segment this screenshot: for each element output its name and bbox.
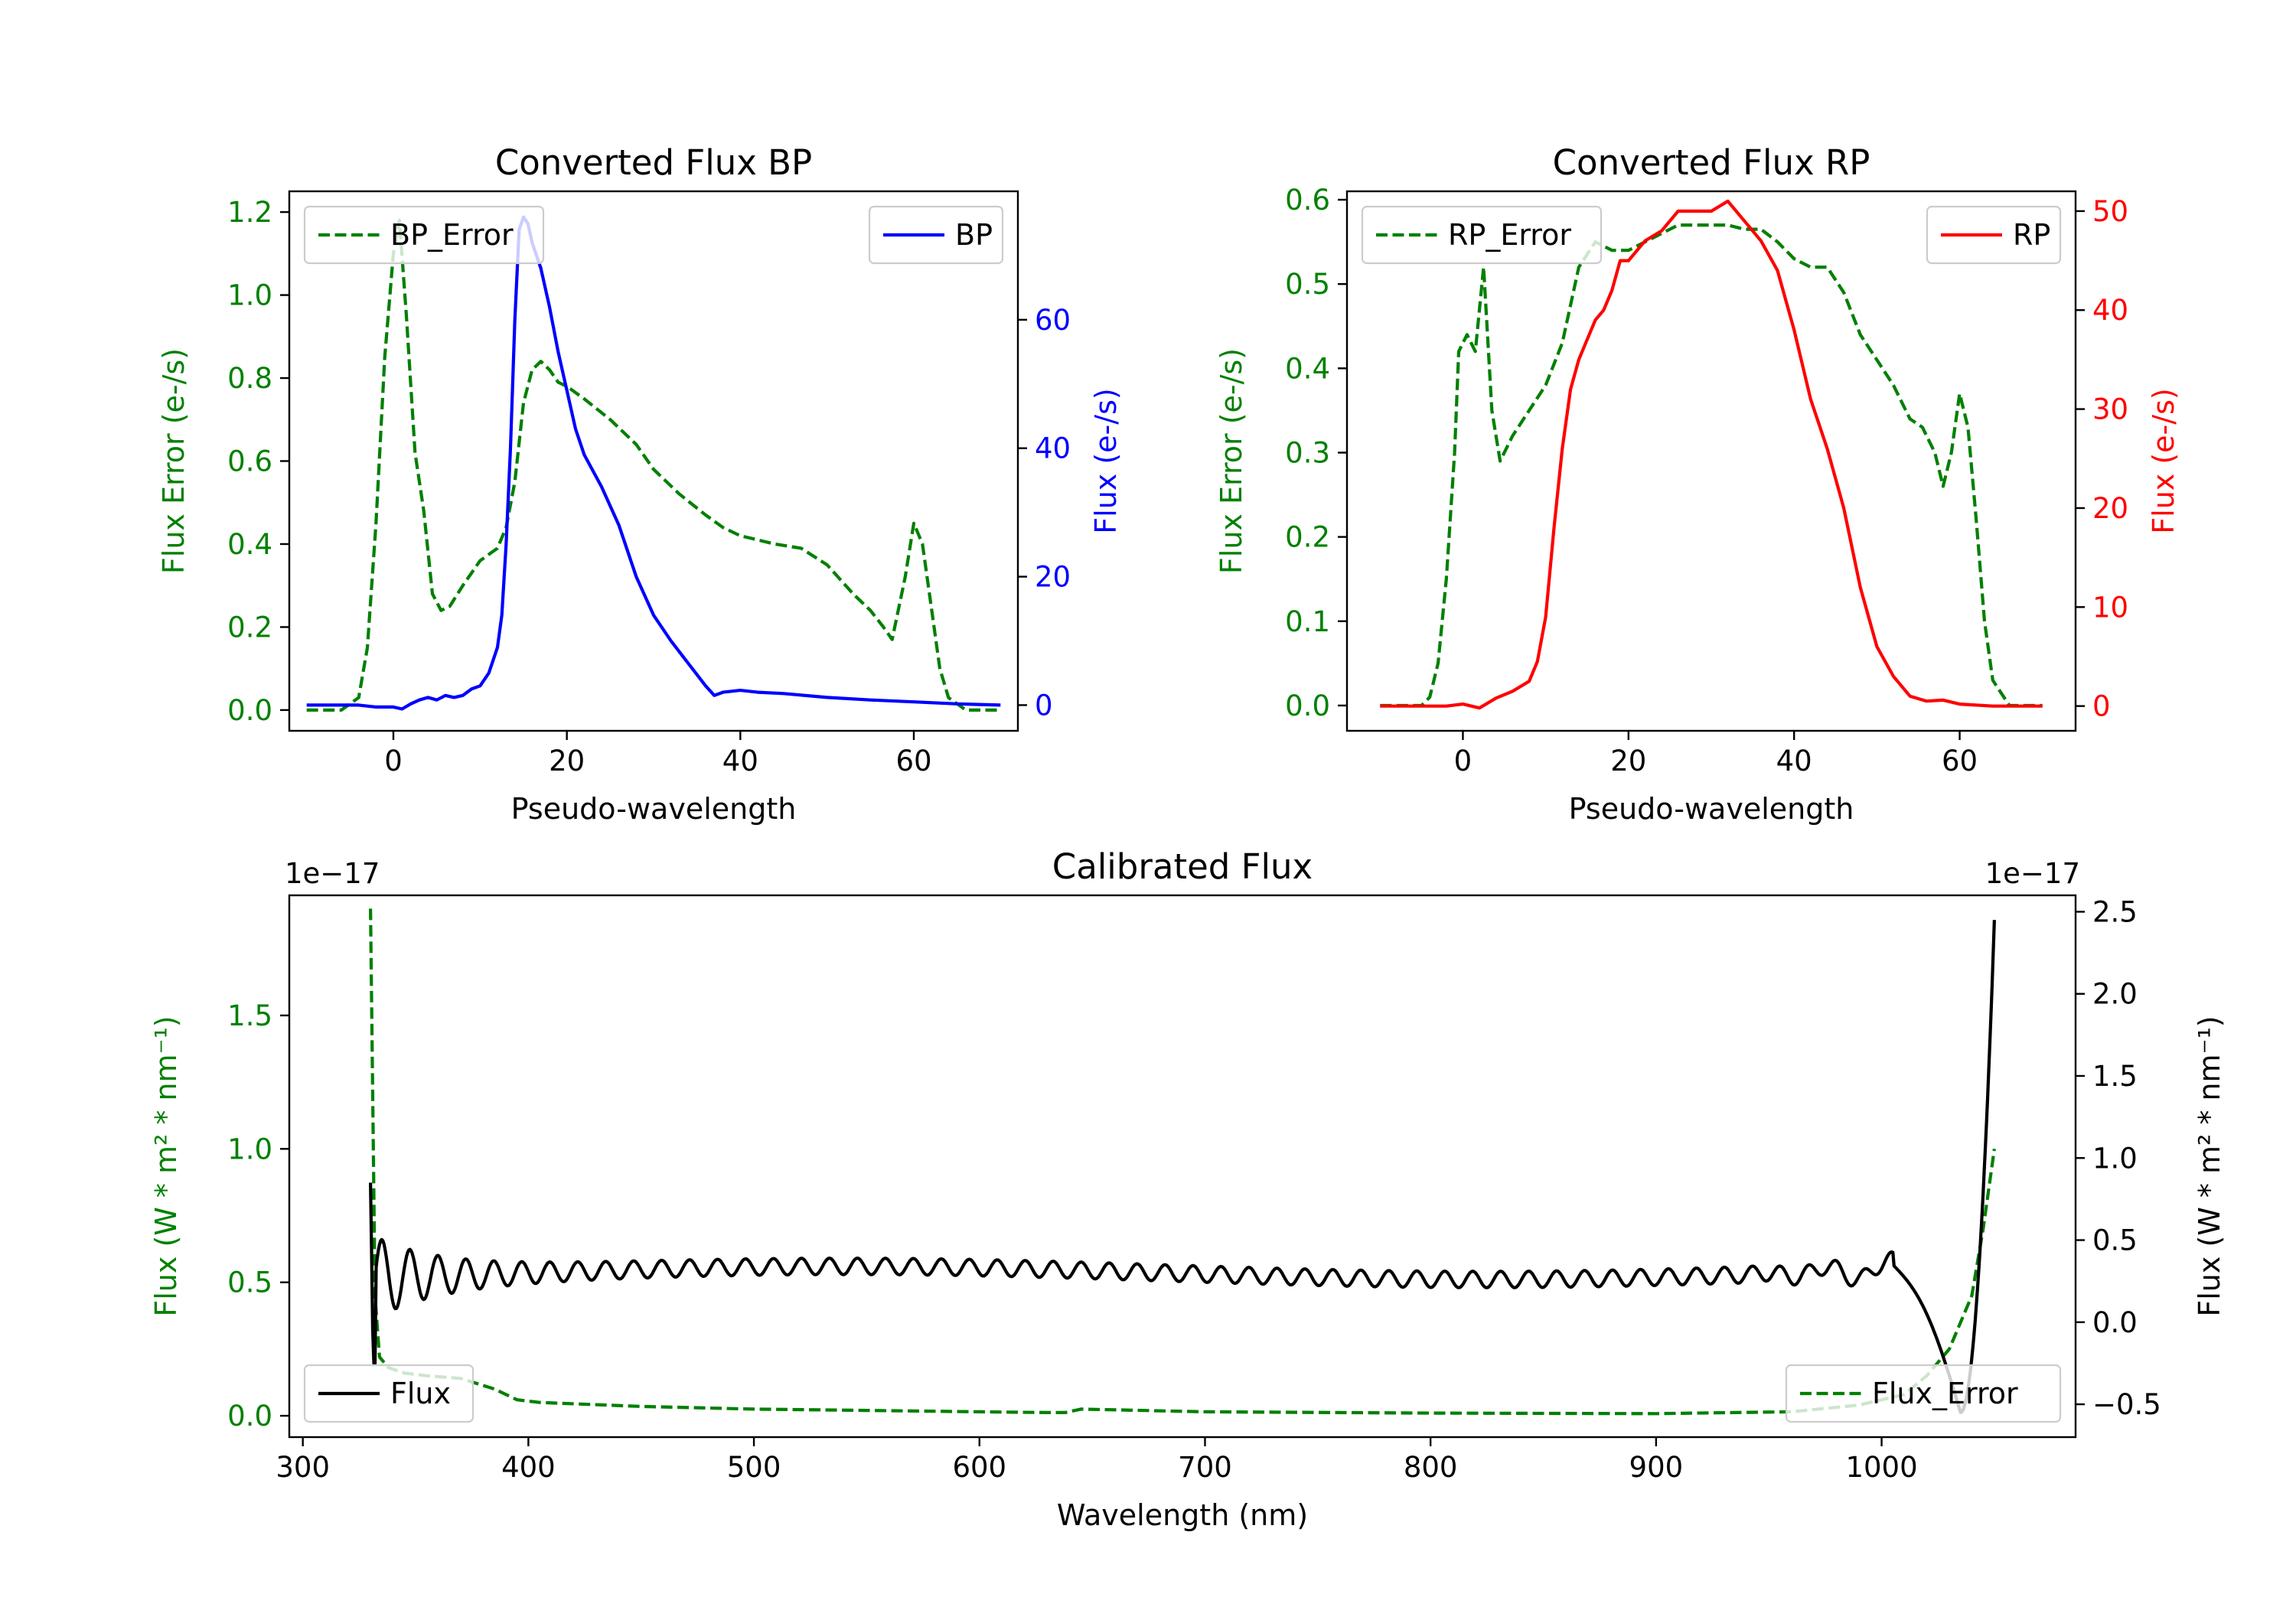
x-tick-label: 40 <box>1776 745 1812 777</box>
y-right-tick-label: 2.0 <box>2092 978 2138 1011</box>
legend-bp: BP <box>868 205 1004 265</box>
x-tick-label: 60 <box>1942 745 1978 777</box>
axes-frame <box>288 894 2077 1439</box>
y-left-tick-label: 1.0 <box>227 1133 272 1165</box>
y-right-tick-label: 0 <box>2092 690 2111 723</box>
x-tick-label: 1000 <box>1845 1451 1917 1484</box>
y-left-tick-label: 0.3 <box>1285 436 1330 469</box>
y-left-offset-text: 1e−17 <box>285 857 380 890</box>
chart-title: Calibrated Flux <box>1052 846 1313 887</box>
x-tick-label: 300 <box>276 1451 330 1484</box>
y-left-tick-label: 0.0 <box>227 694 272 727</box>
y-right-axis-label: Flux (e-/s) <box>2147 388 2180 533</box>
y-left-tick-label: 0.2 <box>227 611 272 644</box>
series-line-rp <box>1380 199 2043 710</box>
y-right-tick-label: 2.5 <box>2092 895 2138 928</box>
legend-label: RP <box>2013 218 2050 252</box>
y-left-tick-label: 1.2 <box>227 196 272 229</box>
legend-box <box>303 1364 475 1423</box>
y-left-tick-label: 0.6 <box>1285 184 1330 217</box>
y-right-axis-label: Flux (e-/s) <box>1089 388 1123 533</box>
legend-rp-error: RP_Error <box>1361 205 1603 265</box>
y-right-tick-label: 20 <box>2092 492 2128 525</box>
x-tick-label: 400 <box>501 1451 556 1484</box>
x-axis-label: Pseudo-wavelength <box>1569 792 1854 826</box>
y-right-tick-label: 40 <box>1035 432 1071 465</box>
legend-label: Flux_Error <box>1872 1377 2018 1410</box>
legend-flux-error: Flux_Error <box>1785 1364 2062 1423</box>
y-right-tick-label: 40 <box>2092 294 2128 327</box>
x-tick-label: 700 <box>1178 1451 1232 1484</box>
y-left-tick-label: 0.4 <box>227 528 272 561</box>
y-right-tick-label: 0.5 <box>2092 1224 2138 1257</box>
y-right-tick-label: 50 <box>2092 195 2128 228</box>
legend-box <box>1361 205 1603 265</box>
x-axis-label: Pseudo-wavelength <box>511 792 797 826</box>
x-tick-label: 20 <box>1610 745 1646 777</box>
y-left-tick-label: 0.8 <box>227 362 272 395</box>
legend-label: Flux <box>390 1377 451 1410</box>
y-left-axis-label: Flux (W * m² * nm⁻¹) <box>149 1015 183 1316</box>
x-tick-label: 20 <box>549 745 585 777</box>
y-right-tick-label: 1.5 <box>2092 1060 2138 1093</box>
chart-title: Converted Flux BP <box>495 142 812 183</box>
y-left-tick-label: 0.6 <box>227 445 272 478</box>
y-left-tick-label: 1.5 <box>227 999 272 1032</box>
x-tick-label: 60 <box>895 745 931 777</box>
x-tick-label: 40 <box>722 745 758 777</box>
y-right-tick-label: 0 <box>1035 689 1053 722</box>
y-right-tick-label: 60 <box>1035 304 1071 337</box>
y-left-tick-label: 0.1 <box>1285 605 1330 638</box>
y-left-axis-label: Flux Error (e-/s) <box>1215 348 1248 574</box>
y-left-tick-label: 1.0 <box>227 279 272 312</box>
x-tick-label: 800 <box>1404 1451 1458 1484</box>
y-left-tick-label: 0.0 <box>227 1400 272 1433</box>
legend-flux: Flux <box>303 1364 475 1423</box>
y-right-tick-label: 20 <box>1035 561 1071 594</box>
series-line-bp-error <box>306 218 1001 712</box>
y-left-tick-label: 0.2 <box>1285 521 1330 554</box>
calibrated-chart-panel: 300 400 500 600 700 800 900 1000 0.0 0.5 1.0 1.5 −0.… <box>149 846 2226 1532</box>
bp-chart-panel: 0 20 40 60 0.0 0.2 0.4 0.6 0.8 1.0 1.2 0 20 40 60 Conve… <box>157 142 1123 826</box>
rp-chart-panel: 0 20 40 60 0.0 0.1 0.2 0.3 0.4 0.5 0.6 0 10 20 30 40 50 C… <box>1215 142 2180 826</box>
legend-label: RP_Error <box>1448 218 1571 252</box>
y-left-tick-label: 0.5 <box>227 1266 272 1299</box>
axes-frame <box>1345 190 2077 732</box>
y-right-axis-label: Flux (W * m² * nm⁻¹) <box>2193 1015 2226 1316</box>
x-tick-label: 0 <box>384 745 403 777</box>
y-left-tick-label: 0.5 <box>1285 268 1330 301</box>
legend-label: BP <box>955 218 993 252</box>
series-line-flux <box>369 920 1996 1414</box>
y-right-tick-label: 0.0 <box>2092 1306 2138 1339</box>
y-right-tick-label: 30 <box>2092 393 2128 426</box>
y-right-tick-label: 1.0 <box>2092 1142 2138 1175</box>
y-left-axis-label: Flux Error (e-/s) <box>157 348 191 574</box>
y-left-tick-label: 0.4 <box>1285 352 1330 385</box>
legend-bp-error: BP_Error <box>303 205 545 265</box>
x-tick-label: 600 <box>952 1451 1006 1484</box>
x-tick-label: 0 <box>1454 745 1473 777</box>
y-right-tick-label: 10 <box>2092 591 2128 624</box>
series-line-rp-error <box>1380 223 2043 708</box>
legend-box <box>1785 1364 2062 1423</box>
legend-box <box>303 205 545 265</box>
x-tick-label: 900 <box>1629 1451 1684 1484</box>
chart-title: Converted Flux RP <box>1553 142 1870 183</box>
x-axis-label: Wavelength (nm) <box>1057 1498 1308 1532</box>
legend-label: BP_Error <box>390 218 514 252</box>
y-right-offset-text: 1e−17 <box>1985 857 2080 890</box>
y-left-tick-label: 0.0 <box>1285 689 1330 722</box>
y-right-tick-label: −0.5 <box>2092 1388 2161 1421</box>
legend-rp: RP <box>1926 205 2062 265</box>
x-tick-label: 500 <box>727 1451 781 1484</box>
